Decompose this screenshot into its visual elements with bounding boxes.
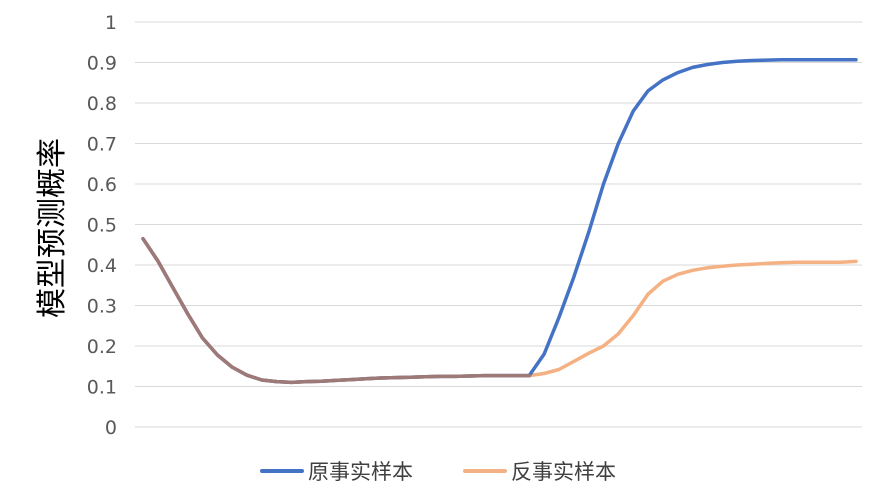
y-tick-label: 1 — [105, 12, 117, 34]
overlap-line — [141, 236, 531, 385]
y-axis-label: 模型预测概率 — [35, 138, 70, 318]
y-tick-label: 0.4 — [87, 255, 117, 277]
gridlines — [135, 21, 862, 428]
y-tick-label: 0.9 — [87, 53, 117, 75]
y-tick-label: 0.8 — [87, 93, 117, 115]
legend-label-1: 反事实样本 — [511, 460, 616, 484]
legend: 原事实样本 反事实样本 — [260, 460, 616, 484]
y-tick-label: 0.5 — [87, 215, 117, 237]
series-line-0 — [141, 57, 858, 385]
y-tick-label: 0.7 — [87, 134, 117, 156]
y-tick-label: 0.3 — [87, 296, 117, 318]
series-line-1 — [141, 236, 858, 385]
y-tick-label: 0.6 — [87, 174, 117, 196]
y-tick-label: 0 — [105, 417, 117, 439]
y-axis-ticks: 0 0.1 0.2 0.3 0.4 0.5 0.6 0.7 0.8 0.9 1 — [87, 12, 117, 439]
y-tick-label: 0.2 — [87, 336, 117, 358]
series-lines — [141, 57, 858, 385]
legend-label-0: 原事实样本 — [308, 460, 413, 484]
y-tick-label: 0.1 — [87, 377, 117, 399]
